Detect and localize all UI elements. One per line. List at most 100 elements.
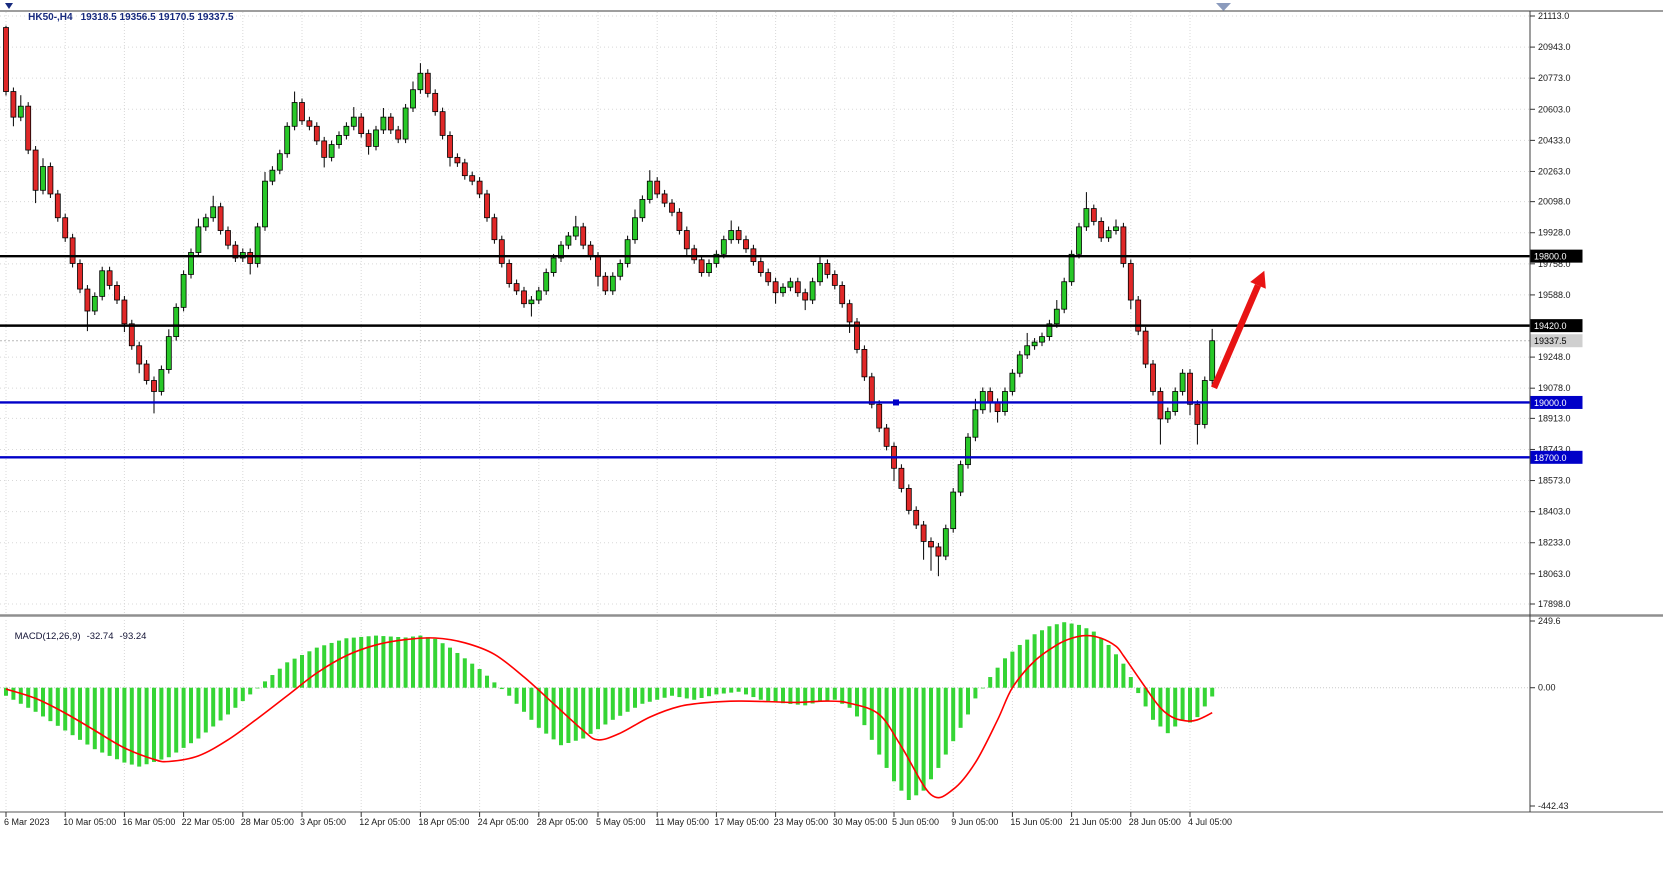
macd-histogram-bar — [640, 687, 645, 704]
macd-histogram-bar — [300, 654, 304, 688]
time-axis-label: 10 Mar 05:00 — [63, 817, 116, 827]
candle-body — [543, 272, 550, 292]
candle-body — [1179, 372, 1186, 392]
trend-arrow-annotation[interactable] — [1211, 270, 1266, 390]
macd-signal-line — [5, 634, 1213, 799]
candle-body — [1120, 226, 1127, 264]
macd-histogram-bar — [203, 687, 208, 733]
macd-histogram-bar — [721, 687, 726, 694]
candle-body — [824, 263, 831, 275]
price-level-tag-label: 19420.0 — [1534, 321, 1567, 331]
macd-histogram-bar — [655, 687, 660, 700]
macd-histogram-bar — [218, 687, 223, 721]
candle-body — [720, 239, 727, 255]
candle-body — [683, 230, 690, 250]
time-axis-label: 28 Jun 05:00 — [1129, 817, 1181, 827]
price-axis-label: 19248.0 — [1538, 352, 1571, 362]
macd-histogram-bar — [551, 687, 556, 740]
candle-body — [535, 290, 542, 301]
macd-histogram-bar — [18, 687, 23, 704]
time-axis-label: 28 Apr 05:00 — [537, 817, 588, 827]
macd-histogram-bar — [248, 687, 253, 695]
candle-body — [950, 491, 957, 530]
candle-body — [550, 257, 557, 273]
macd-histogram-bar — [1025, 639, 1030, 688]
macd-histogram-bar — [729, 687, 734, 693]
candle-body — [513, 283, 520, 292]
macd-histogram-bar — [803, 687, 808, 706]
macd-histogram-bar — [699, 687, 704, 698]
candle-body — [410, 89, 416, 109]
candle-body — [10, 91, 17, 118]
macd-histogram-bar — [692, 687, 697, 700]
macd-histogram-bar — [263, 681, 267, 688]
time-axis-label: 11 May 05:00 — [655, 817, 709, 827]
candle-body — [188, 252, 194, 275]
macd-histogram-bar — [1114, 654, 1118, 688]
price-axis-label: 20433.0 — [1538, 135, 1571, 145]
macd-histogram-bar — [129, 687, 134, 765]
candle-body — [1187, 372, 1193, 405]
macd-histogram-bar — [514, 687, 519, 704]
candle-body — [876, 403, 883, 429]
macd-histogram-bar — [485, 675, 489, 688]
macd-histogram-bar — [825, 687, 830, 701]
price-axis[interactable]: 21113.0 20943.0 20773.0 20603.0 20433.0 20263… — [1530, 11, 1583, 811]
candle-body — [1061, 281, 1068, 310]
candle-body — [284, 125, 291, 155]
macd-histogram-bar — [55, 687, 60, 726]
chart-shift-marker-icon[interactable] — [1216, 3, 1231, 11]
line-selection-handle[interactable] — [893, 399, 899, 406]
candle-body — [572, 226, 579, 237]
candle-body — [787, 281, 794, 288]
macd-histogram-bar — [107, 687, 112, 756]
macd-histogram-bar — [980, 687, 985, 689]
macd-histogram-bar — [374, 635, 378, 688]
price-level-tag — [1530, 249, 1583, 263]
candle-body — [1135, 299, 1142, 332]
time-axis[interactable]: 6 Mar 2023 10 Mar 05:00 16 Mar 05:00 22 Mar… — [4, 812, 1232, 827]
macd-histogram-bar — [758, 687, 763, 700]
macd-histogram-bar — [470, 663, 475, 688]
candle-body — [1053, 308, 1060, 325]
candle-body — [1076, 226, 1082, 255]
candle-body — [54, 193, 61, 219]
macd-axis-label: -442.43 — [1538, 801, 1569, 811]
macd-histogram-bar — [1188, 687, 1192, 723]
candle-body — [1209, 340, 1216, 381]
macd-histogram-bar — [144, 687, 149, 765]
candle-body — [987, 391, 994, 403]
chart-plot-area[interactable] — [0, 11, 1530, 812]
macd-main-value: -32.74 — [86, 631, 114, 642]
macd-histogram-bar — [684, 687, 689, 699]
candle-body — [447, 135, 453, 158]
macd-histogram-bar — [914, 687, 919, 796]
macd-histogram-bar — [1202, 687, 1207, 707]
macd-histogram-bar — [226, 687, 230, 715]
chart-title-overlay: HK50-,H4 19318.5 19356.5 19170.5 19337.5 — [17, 1, 233, 34]
macd-histogram-bar — [381, 636, 386, 688]
macd-histogram-bar — [403, 637, 408, 688]
candle-body — [1105, 230, 1112, 239]
price-axis-label: 19588.0 — [1538, 290, 1571, 300]
symbol-marker-icon — [5, 3, 13, 9]
macd-histogram-bar — [906, 687, 911, 801]
macd-histogram-bar — [714, 687, 719, 695]
candle-body — [935, 546, 942, 557]
macd-histogram-bar — [11, 687, 16, 700]
macd-histogram-bar — [788, 687, 793, 704]
price-axis-label: 20773.0 — [1538, 73, 1571, 83]
time-axis-label: 30 May 05:00 — [833, 817, 888, 827]
trend-arrow-head[interactable] — [1250, 270, 1266, 289]
candle-body — [173, 306, 180, 338]
candle-body — [861, 349, 868, 378]
macd-histogram-bar — [795, 687, 800, 705]
candle-body — [609, 275, 616, 292]
trend-arrow-shaft[interactable] — [1211, 284, 1261, 390]
candle-body — [654, 180, 661, 195]
candle-body — [972, 409, 979, 438]
macd-histogram-bar — [1099, 638, 1104, 688]
macd-histogram-bar — [78, 687, 82, 740]
macd-histogram-bar — [1062, 622, 1067, 688]
